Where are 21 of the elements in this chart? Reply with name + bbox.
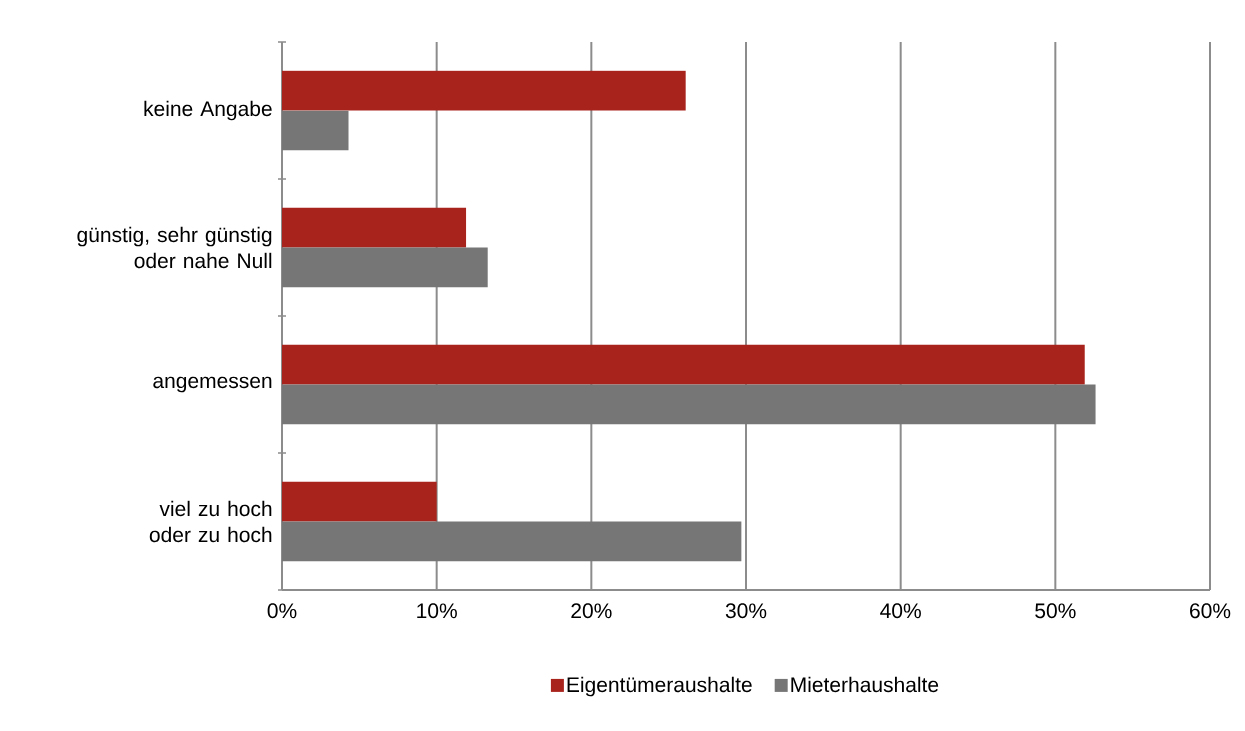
y-tick-label: angemessen [153,376,272,393]
bar [282,110,349,151]
bar [282,207,467,248]
legend-label: Mieterhaushalte [791,676,939,693]
y-tick-label: keine Angabe [144,100,272,121]
bar [282,344,1085,385]
y-tick-label: günstig, sehr günstig oder nahe Null [77,226,272,269]
bar [282,247,488,288]
x-tick-label: 20% [571,603,612,619]
bar [282,70,686,111]
bar [282,481,437,522]
x-tick-label: 10% [417,603,457,619]
bar [282,384,1096,425]
legend-label: Eigentümeraushalte [567,676,752,697]
y-tick-label: viel zu hoch oder zu hoch [149,500,272,543]
x-tick-label: 50% [1035,603,1076,619]
bar [282,521,742,562]
x-tick-label: 0% [267,603,297,619]
x-tick-label: 40% [880,603,921,619]
x-tick-label: 30% [725,603,767,619]
x-tick-label: 60% [1190,603,1231,619]
